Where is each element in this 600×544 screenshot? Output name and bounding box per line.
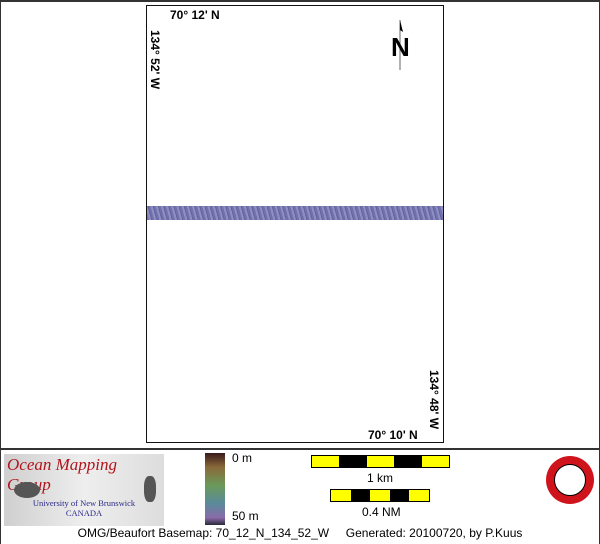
seafloor-image xyxy=(14,482,40,498)
unb-geodesy-logo xyxy=(546,456,594,504)
divider xyxy=(0,448,600,450)
bathymetry-strip xyxy=(147,206,443,220)
scale-bar-km xyxy=(311,455,450,468)
depth-max-label: 50 m xyxy=(232,509,259,523)
seafloor-image xyxy=(144,476,156,502)
omg-logo: Ocean Mapping Group University of New Br… xyxy=(4,454,164,526)
map-area[interactable] xyxy=(146,5,444,443)
lon-left-label: 134° 52' W xyxy=(148,30,162,90)
footer: OMG/Beaufort Basemap: 70_12_N_134_52_W G… xyxy=(0,526,600,540)
frame xyxy=(0,0,1,544)
north-arrow-icon: N xyxy=(388,18,412,72)
north-label: N xyxy=(391,32,410,62)
org-univ: University of New Brunswick xyxy=(32,498,136,508)
generated-label: Generated: 20100720, by P.Kuus xyxy=(345,526,523,540)
lon-right-label: 134° 48' W xyxy=(427,370,441,430)
org-country: CANADA xyxy=(65,508,103,518)
lat-bottom-label: 70° 10' N xyxy=(368,428,418,442)
scale-nm-label: 0.4 NM xyxy=(362,505,401,519)
depth-min-label: 0 m xyxy=(232,451,253,465)
basemap-label: OMG/Beaufort Basemap: 70_12_N_134_52_W xyxy=(77,526,330,540)
depth-colorbar xyxy=(205,453,225,525)
frame xyxy=(0,0,600,2)
scale-bar-nm xyxy=(330,489,430,502)
lat-top-label: 70° 12' N xyxy=(170,8,220,22)
scale-km-label: 1 km xyxy=(367,471,394,485)
